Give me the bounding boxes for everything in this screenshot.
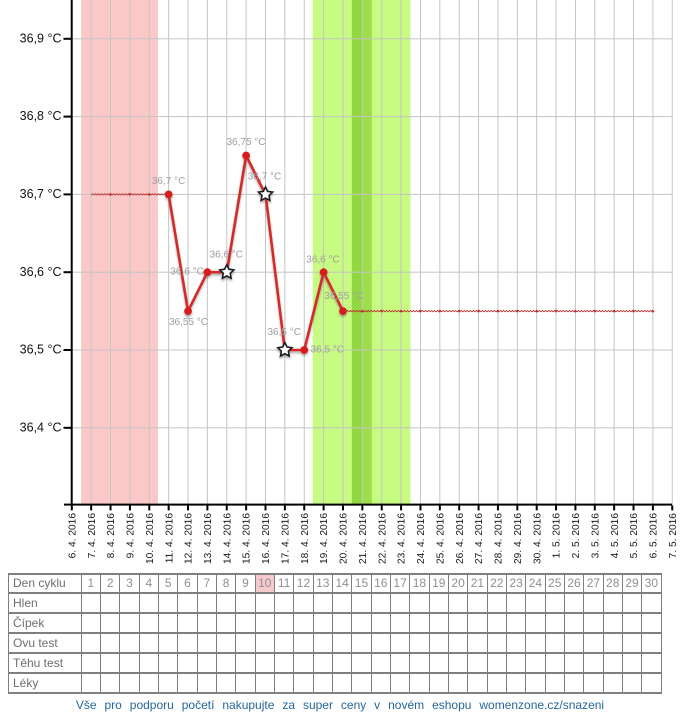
svg-text:36,9 °C: 36,9 °C xyxy=(20,31,62,45)
svg-text:24. 4. 2016: 24. 4. 2016 xyxy=(416,513,427,564)
svg-text:6. 4. 2016: 6. 4. 2016 xyxy=(67,513,78,559)
svg-text:16. 4. 2016: 16. 4. 2016 xyxy=(261,513,272,564)
svg-text:36,75 °C: 36,75 °C xyxy=(226,137,265,148)
svg-text:13. 4. 2016: 13. 4. 2016 xyxy=(203,513,214,564)
svg-text:36,5 °C: 36,5 °C xyxy=(311,345,344,356)
svg-text:36,4 °C: 36,4 °C xyxy=(20,420,62,434)
svg-text:36,55 °C: 36,55 °C xyxy=(324,291,363,302)
svg-text:11. 4. 2016: 11. 4. 2016 xyxy=(164,513,175,564)
svg-text:18. 4. 2016: 18. 4. 2016 xyxy=(300,513,311,564)
svg-text:20. 4. 2016: 20. 4. 2016 xyxy=(339,513,350,564)
svg-text:2. 5. 2016: 2. 5. 2016 xyxy=(571,513,582,559)
svg-text:36,6 °C: 36,6 °C xyxy=(210,249,243,260)
svg-text:6. 5. 2016: 6. 5. 2016 xyxy=(649,513,660,559)
svg-text:14. 4. 2016: 14. 4. 2016 xyxy=(222,513,233,564)
svg-text:19. 4. 2016: 19. 4. 2016 xyxy=(319,513,330,564)
svg-text:23. 4. 2016: 23. 4. 2016 xyxy=(397,513,408,564)
svg-text:36,7 °C: 36,7 °C xyxy=(152,176,185,187)
svg-text:27. 4. 2016: 27. 4. 2016 xyxy=(474,513,485,564)
svg-text:28. 4. 2016: 28. 4. 2016 xyxy=(494,513,505,564)
svg-text:30. 4. 2016: 30. 4. 2016 xyxy=(532,513,543,564)
svg-text:12. 4. 2016: 12. 4. 2016 xyxy=(184,513,195,564)
svg-text:17. 4. 2016: 17. 4. 2016 xyxy=(280,513,291,564)
svg-text:21. 4. 2016: 21. 4. 2016 xyxy=(358,513,369,564)
svg-text:36,7 °C: 36,7 °C xyxy=(248,171,281,182)
svg-text:9. 4. 2016: 9. 4. 2016 xyxy=(126,513,137,559)
svg-text:36,7 °C: 36,7 °C xyxy=(20,187,62,201)
svg-text:3. 5. 2016: 3. 5. 2016 xyxy=(590,513,601,559)
svg-text:1. 5. 2016: 1. 5. 2016 xyxy=(552,513,563,559)
svg-text:36,6 °C: 36,6 °C xyxy=(306,254,339,265)
svg-text:7. 5. 2016: 7. 5. 2016 xyxy=(668,513,679,559)
svg-text:36,5 °C: 36,5 °C xyxy=(267,327,300,338)
svg-text:36,55 °C: 36,55 °C xyxy=(169,317,208,328)
svg-text:36,5 °C: 36,5 °C xyxy=(20,343,62,357)
svg-text:4. 5. 2016: 4. 5. 2016 xyxy=(610,513,621,559)
svg-text:25. 4. 2016: 25. 4. 2016 xyxy=(435,513,446,564)
svg-text:5. 5. 2016: 5. 5. 2016 xyxy=(629,513,640,559)
svg-text:36,6 °C: 36,6 °C xyxy=(170,267,203,278)
svg-text:15. 4. 2016: 15. 4. 2016 xyxy=(242,513,253,564)
svg-text:7. 4. 2016: 7. 4. 2016 xyxy=(87,513,98,559)
svg-text:22. 4. 2016: 22. 4. 2016 xyxy=(377,513,388,564)
svg-text:36,6 °C: 36,6 °C xyxy=(20,265,62,279)
svg-text:36,8 °C: 36,8 °C xyxy=(20,109,62,123)
svg-text:29. 4. 2016: 29. 4. 2016 xyxy=(513,513,524,564)
svg-text:10. 4. 2016: 10. 4. 2016 xyxy=(145,513,156,564)
svg-text:26. 4. 2016: 26. 4. 2016 xyxy=(455,513,466,564)
svg-text:8. 4. 2016: 8. 4. 2016 xyxy=(106,513,117,559)
